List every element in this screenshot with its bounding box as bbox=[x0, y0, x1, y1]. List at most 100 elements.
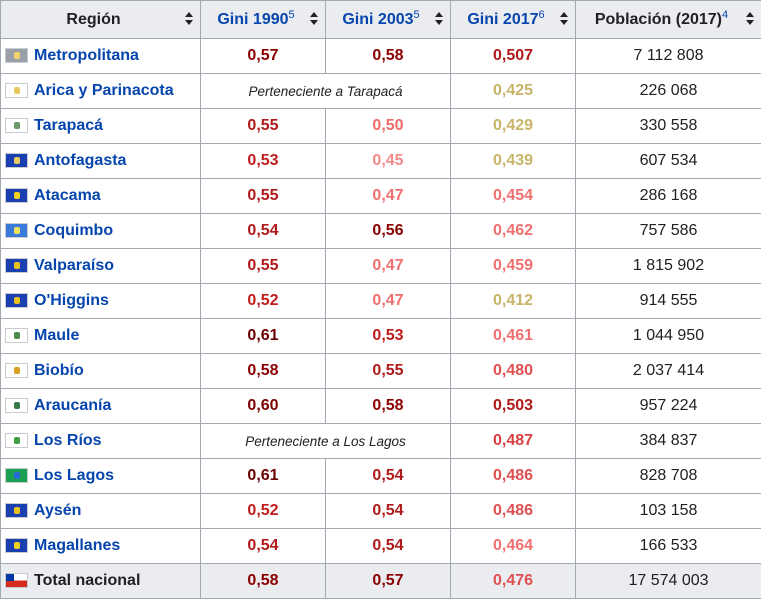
araucania-flag-icon bbox=[5, 398, 28, 414]
sort-arrows-icon[interactable] bbox=[746, 12, 754, 26]
region-cell: Metropolitana bbox=[0, 38, 201, 74]
sort-arrows-icon[interactable] bbox=[185, 12, 193, 26]
column-header-label[interactable]: Gini 2017 bbox=[467, 10, 539, 28]
gini-2017-cell: 0,486 bbox=[450, 493, 576, 529]
population-cell: 166 533 bbox=[575, 528, 761, 564]
column-header-2[interactable]: Gini 20035 bbox=[325, 0, 451, 39]
population-cell: 17 574 003 bbox=[575, 563, 761, 599]
total-row: Total nacional 0,58 0,57 0,476 17 574 003 bbox=[0, 563, 761, 599]
gini-2003-cell: 0,54 bbox=[325, 458, 451, 494]
table-row: Los Ríos Perteneciente a Los Lagos 0,487 38… bbox=[0, 423, 761, 459]
gini-2017-cell: 0,464 bbox=[450, 528, 576, 564]
gini-2017-cell: 0,503 bbox=[450, 388, 576, 424]
gini-1990-cell: 0,61 bbox=[200, 458, 326, 494]
gini-2017-cell: 0,480 bbox=[450, 353, 576, 389]
table-row: Metropolitana 0,57 0,58 0,507 7 112 808 bbox=[0, 38, 761, 74]
sort-arrows-icon[interactable] bbox=[310, 12, 318, 26]
region-cell: O'Higgins bbox=[0, 283, 201, 319]
population-cell: 330 558 bbox=[575, 108, 761, 144]
table-row: Tarapacá 0,55 0,50 0,429 330 558 bbox=[0, 108, 761, 144]
region-link[interactable]: Arica y Parinacota bbox=[34, 81, 174, 99]
region-link[interactable]: Antofagasta bbox=[34, 151, 127, 169]
region-link[interactable]: Araucanía bbox=[34, 396, 112, 414]
column-header-label[interactable]: Gini 2003 bbox=[342, 10, 414, 28]
gini-2003-cell: 0,58 bbox=[325, 38, 451, 74]
region-link[interactable]: Los Ríos bbox=[34, 431, 102, 449]
table-row: Maule 0,61 0,53 0,461 1 044 950 bbox=[0, 318, 761, 354]
population-cell: 757 586 bbox=[575, 213, 761, 249]
region-cell: Tarapacá bbox=[0, 108, 201, 144]
region-link[interactable]: Maule bbox=[34, 326, 80, 344]
region-link[interactable]: Los Lagos bbox=[34, 466, 115, 484]
region-cell: Antofagasta bbox=[0, 143, 201, 179]
los-rios-flag-icon bbox=[5, 433, 28, 449]
atacama-flag-icon bbox=[5, 188, 28, 204]
table-row: Los Lagos 0,61 0,54 0,486 828 708 bbox=[0, 458, 761, 494]
population-cell: 2 037 414 bbox=[575, 353, 761, 389]
reference-superscript[interactable]: 5 bbox=[413, 8, 420, 21]
population-cell: 226 068 bbox=[575, 73, 761, 109]
population-cell: 7 112 808 bbox=[575, 38, 761, 74]
gini-2003-cell: 0,58 bbox=[325, 388, 451, 424]
column-header-label: Población (2017) bbox=[594, 10, 723, 28]
table-row: Atacama 0,55 0,47 0,454 286 168 bbox=[0, 178, 761, 214]
population-cell: 828 708 bbox=[575, 458, 761, 494]
merged-note-cell: Perteneciente a Los Lagos bbox=[200, 423, 451, 459]
table-row: O'Higgins 0,52 0,47 0,412 914 555 bbox=[0, 283, 761, 319]
reference-superscript[interactable]: 6 bbox=[538, 8, 545, 21]
gini-1990-cell: 0,58 bbox=[200, 353, 326, 389]
gini-2017-cell: 0,454 bbox=[450, 178, 576, 214]
region-link[interactable]: Magallanes bbox=[34, 536, 121, 554]
column-header-3[interactable]: Gini 20176 bbox=[450, 0, 576, 39]
sort-arrows-icon[interactable] bbox=[435, 12, 443, 26]
region-link[interactable]: Atacama bbox=[34, 186, 101, 204]
column-header-0[interactable]: Región bbox=[0, 0, 201, 39]
region-cell: Total nacional bbox=[0, 563, 201, 599]
sort-arrows-icon[interactable] bbox=[560, 12, 568, 26]
region-link[interactable]: Valparaíso bbox=[34, 256, 115, 274]
region-cell: Arica y Parinacota bbox=[0, 73, 201, 109]
reference-superscript[interactable]: 4 bbox=[722, 8, 729, 21]
table-row: Arica y Parinacota Perteneciente a Tarapa… bbox=[0, 73, 761, 109]
magallanes-flag-icon bbox=[5, 538, 28, 554]
gini-2017-cell: 0,461 bbox=[450, 318, 576, 354]
region-link[interactable]: Metropolitana bbox=[34, 46, 139, 64]
table-row: Aysén 0,52 0,54 0,486 103 158 bbox=[0, 493, 761, 529]
gini-1990-cell: 0,54 bbox=[200, 528, 326, 564]
population-cell: 1 815 902 bbox=[575, 248, 761, 284]
merged-note-cell: Perteneciente a Tarapacá bbox=[200, 73, 451, 109]
region-link[interactable]: Biobío bbox=[34, 361, 84, 379]
population-cell: 103 158 bbox=[575, 493, 761, 529]
gini-1990-cell: 0,55 bbox=[200, 248, 326, 284]
metropolitana-flag-icon bbox=[5, 48, 28, 64]
column-header-1[interactable]: Gini 19905 bbox=[200, 0, 326, 39]
aysen-flag-icon bbox=[5, 503, 28, 519]
column-header-4[interactable]: Población (2017)4 bbox=[575, 0, 761, 39]
region-link[interactable]: Coquimbo bbox=[34, 221, 114, 239]
gini-2003-cell: 0,55 bbox=[325, 353, 451, 389]
gini-2017-cell: 0,429 bbox=[450, 108, 576, 144]
gini-region-table: Región Gini 19905 Gini 20035 Gini 20176 Pobl… bbox=[0, 0, 761, 599]
tarapaca-flag-icon bbox=[5, 118, 28, 134]
population-cell: 957 224 bbox=[575, 388, 761, 424]
region-link[interactable]: O'Higgins bbox=[34, 291, 109, 309]
gini-2017-cell: 0,459 bbox=[450, 248, 576, 284]
gini-1990-cell: 0,61 bbox=[200, 318, 326, 354]
gini-2017-cell: 0,425 bbox=[450, 73, 576, 109]
column-header-label[interactable]: Gini 1990 bbox=[217, 10, 289, 28]
region-cell: Valparaíso bbox=[0, 248, 201, 284]
gini-2017-cell: 0,507 bbox=[450, 38, 576, 74]
gini-1990-cell: 0,57 bbox=[200, 38, 326, 74]
table-row: Magallanes 0,54 0,54 0,464 166 533 bbox=[0, 528, 761, 564]
valparaiso-flag-icon bbox=[5, 258, 28, 274]
population-cell: 286 168 bbox=[575, 178, 761, 214]
reference-superscript[interactable]: 5 bbox=[288, 8, 295, 21]
gini-2003-cell: 0,47 bbox=[325, 248, 451, 284]
region-cell: Los Ríos bbox=[0, 423, 201, 459]
region-link[interactable]: Aysén bbox=[34, 501, 82, 519]
region-cell: Aysén bbox=[0, 493, 201, 529]
table-row: Biobío 0,58 0,55 0,480 2 037 414 bbox=[0, 353, 761, 389]
region-cell: Araucanía bbox=[0, 388, 201, 424]
region-link[interactable]: Tarapacá bbox=[34, 116, 104, 134]
gini-2017-cell: 0,412 bbox=[450, 283, 576, 319]
